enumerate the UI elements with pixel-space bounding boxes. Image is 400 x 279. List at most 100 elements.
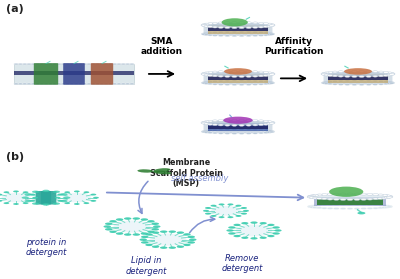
Circle shape: [91, 83, 96, 85]
Ellipse shape: [324, 81, 392, 85]
Circle shape: [141, 241, 148, 244]
Circle shape: [373, 204, 379, 206]
Circle shape: [74, 191, 80, 192]
Ellipse shape: [204, 81, 272, 85]
Circle shape: [18, 83, 23, 85]
Ellipse shape: [138, 169, 153, 173]
Circle shape: [48, 83, 53, 85]
Circle shape: [253, 132, 258, 134]
Circle shape: [338, 75, 343, 77]
Circle shape: [246, 84, 251, 86]
Text: (a): (a): [6, 4, 24, 15]
Circle shape: [64, 202, 70, 204]
Circle shape: [63, 196, 70, 199]
Circle shape: [246, 133, 251, 134]
Circle shape: [232, 31, 237, 33]
Circle shape: [212, 75, 218, 77]
Circle shape: [100, 83, 104, 85]
Circle shape: [352, 70, 357, 72]
Circle shape: [316, 194, 322, 196]
Circle shape: [327, 198, 333, 200]
Circle shape: [202, 121, 207, 123]
Circle shape: [65, 63, 70, 65]
Circle shape: [232, 84, 237, 86]
Circle shape: [263, 129, 268, 131]
Circle shape: [228, 226, 236, 229]
Circle shape: [367, 198, 373, 200]
Circle shape: [204, 121, 209, 123]
Circle shape: [239, 119, 244, 121]
Circle shape: [234, 235, 241, 237]
Circle shape: [112, 63, 117, 65]
Circle shape: [104, 83, 108, 85]
Circle shape: [263, 71, 268, 73]
Circle shape: [64, 191, 70, 193]
Circle shape: [218, 203, 224, 205]
Circle shape: [208, 71, 213, 73]
Circle shape: [30, 200, 36, 202]
Circle shape: [202, 131, 207, 133]
Circle shape: [218, 27, 223, 28]
Circle shape: [250, 222, 258, 224]
Circle shape: [208, 83, 213, 85]
Ellipse shape: [324, 71, 392, 76]
Circle shape: [345, 71, 350, 73]
FancyBboxPatch shape: [328, 75, 388, 77]
Circle shape: [316, 198, 322, 199]
Circle shape: [316, 204, 322, 206]
Circle shape: [345, 80, 350, 82]
Circle shape: [239, 31, 244, 33]
Circle shape: [382, 205, 388, 206]
Circle shape: [263, 32, 268, 34]
Circle shape: [208, 81, 213, 83]
Circle shape: [4, 202, 9, 204]
Circle shape: [263, 123, 268, 125]
FancyBboxPatch shape: [316, 203, 384, 205]
Circle shape: [212, 80, 218, 82]
Circle shape: [269, 24, 274, 26]
Polygon shape: [204, 24, 210, 35]
Circle shape: [386, 196, 392, 198]
Circle shape: [57, 63, 62, 65]
Circle shape: [152, 231, 159, 234]
Ellipse shape: [310, 194, 390, 199]
FancyBboxPatch shape: [46, 191, 56, 205]
Circle shape: [105, 228, 112, 230]
Circle shape: [373, 83, 378, 85]
Circle shape: [310, 197, 316, 199]
Circle shape: [333, 208, 339, 210]
Circle shape: [13, 203, 19, 205]
Circle shape: [258, 22, 264, 24]
Circle shape: [253, 119, 258, 121]
Circle shape: [234, 224, 241, 226]
Circle shape: [322, 82, 327, 84]
FancyBboxPatch shape: [34, 63, 58, 85]
Circle shape: [384, 195, 390, 197]
Circle shape: [361, 208, 367, 210]
Circle shape: [218, 132, 223, 134]
Circle shape: [232, 124, 237, 126]
Circle shape: [109, 230, 117, 233]
Circle shape: [212, 120, 218, 122]
Circle shape: [253, 80, 258, 82]
Circle shape: [177, 231, 184, 234]
Circle shape: [212, 26, 218, 28]
Circle shape: [361, 204, 367, 206]
Circle shape: [258, 32, 264, 33]
Circle shape: [22, 63, 27, 65]
Circle shape: [258, 80, 264, 82]
Circle shape: [322, 81, 327, 83]
Circle shape: [308, 205, 314, 207]
Circle shape: [269, 131, 274, 133]
Circle shape: [328, 83, 333, 85]
Circle shape: [308, 206, 314, 208]
Circle shape: [367, 207, 373, 209]
Circle shape: [269, 130, 274, 132]
Circle shape: [31, 63, 36, 65]
Circle shape: [27, 63, 31, 65]
Ellipse shape: [204, 32, 272, 36]
Circle shape: [263, 74, 268, 76]
Circle shape: [267, 32, 272, 34]
Circle shape: [204, 74, 209, 76]
Circle shape: [263, 26, 268, 28]
